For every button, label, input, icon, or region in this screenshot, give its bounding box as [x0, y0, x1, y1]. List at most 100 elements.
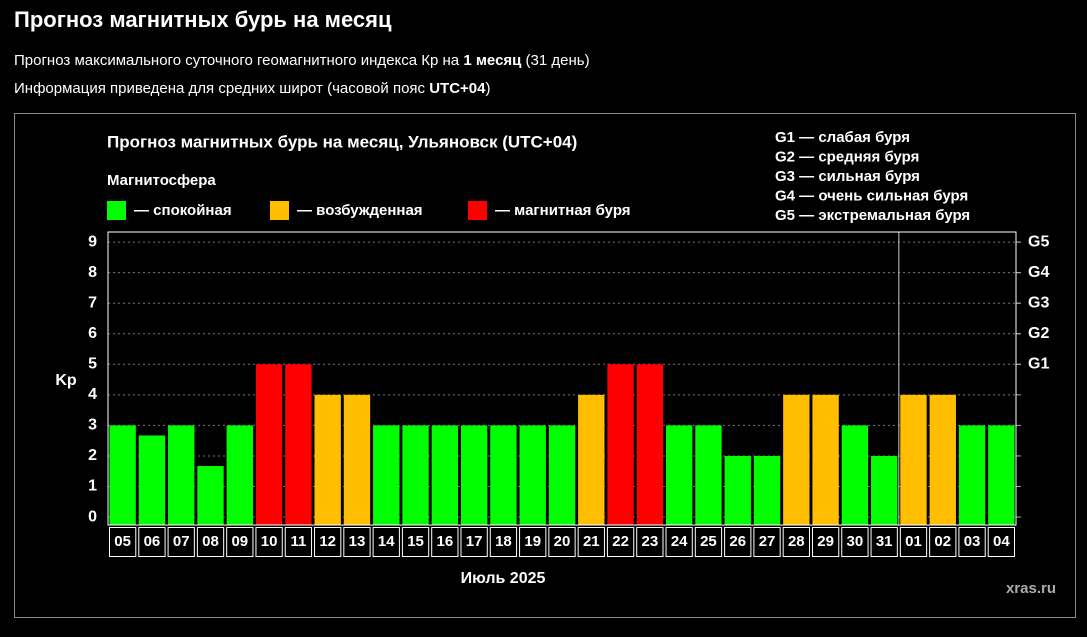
x-tick-label: 26	[729, 533, 746, 550]
x-tick-label: 05	[114, 533, 131, 550]
x-tick-label: 21	[583, 533, 600, 550]
x-tick-cell	[870, 527, 898, 557]
annotation: G5 — экстремальная буря	[775, 207, 970, 224]
x-tick-label: 31	[876, 533, 893, 550]
x-axis-label: Июль 2025	[461, 570, 546, 587]
y-tick-label: 7	[88, 294, 97, 311]
x-tick-label: 11	[290, 533, 306, 550]
legend-label: — магнитная буря	[495, 202, 631, 219]
x-tick-label: 01	[905, 533, 922, 550]
legend-swatch	[107, 201, 126, 220]
x-tick-cell	[196, 527, 225, 557]
legend-label: — спокойная	[134, 202, 232, 219]
x-tick-label: 22	[612, 533, 629, 550]
x-tick-label: 19	[524, 533, 541, 550]
bar	[841, 425, 869, 525]
x-tick-cell	[577, 527, 605, 557]
x-tick-label: 08	[202, 533, 219, 550]
legend-swatch	[468, 201, 487, 220]
bar	[958, 425, 986, 525]
bar	[490, 425, 517, 525]
x-tick-cell	[958, 527, 986, 557]
x-tick-cell	[343, 527, 371, 557]
bar	[373, 425, 400, 525]
x-tick-label: 28	[788, 533, 805, 550]
y-tick-label: 1	[88, 478, 97, 495]
text: Прогноз максимального суточного геомагни…	[14, 52, 463, 69]
x-tick-cell	[138, 527, 166, 557]
bar	[255, 364, 283, 525]
x-tick-label: 29	[817, 533, 834, 550]
x-tick-label: 09	[231, 533, 248, 550]
bar	[402, 425, 429, 525]
x-tick-label: 25	[700, 533, 717, 550]
x-tick-label: 23	[642, 533, 659, 550]
y2-tick-label: G5	[1028, 233, 1049, 250]
chart-frame	[14, 113, 1076, 618]
subtitle: Информация приведена для средних широт (…	[14, 80, 490, 97]
text: )	[485, 80, 490, 97]
bar	[431, 425, 459, 525]
x-tick-cell	[167, 527, 195, 557]
x-tick-label: 07	[173, 533, 190, 550]
bar	[343, 394, 371, 525]
y-tick-label: 0	[88, 508, 97, 525]
bar	[460, 425, 488, 525]
bar	[636, 364, 664, 525]
bar	[900, 394, 927, 525]
x-tick-label: 06	[144, 533, 161, 550]
text: Информация приведена для средних широт (…	[14, 80, 429, 97]
bar	[109, 425, 136, 525]
bar	[665, 425, 693, 525]
x-tick-cell	[109, 527, 137, 557]
x-tick-cell	[519, 527, 547, 557]
y-tick-label: 9	[88, 233, 97, 250]
x-tick-cell	[372, 527, 400, 557]
x-tick-cell	[255, 527, 283, 557]
x-tick-label: 02	[934, 533, 951, 550]
bar	[607, 364, 634, 525]
y2-tick-label: G4	[1028, 264, 1049, 281]
x-tick-label: 04	[993, 533, 1010, 550]
legend-swatch	[270, 201, 289, 220]
bar	[197, 466, 224, 525]
text: (31 день)	[521, 52, 589, 69]
x-tick-cell	[724, 527, 752, 557]
y2-tick-label: G1	[1028, 356, 1049, 373]
y2-tick-label: G2	[1028, 325, 1049, 342]
y-tick-label: 3	[88, 417, 97, 434]
bar	[812, 394, 839, 525]
x-tick-cell	[987, 527, 1015, 557]
x-tick-cell	[226, 527, 254, 557]
legend-title: Магнитосфера	[107, 172, 216, 189]
subtitle: Прогноз максимального суточного геомагни…	[14, 52, 590, 69]
x-tick-cell	[314, 527, 342, 557]
x-tick-label: 12	[319, 533, 336, 550]
x-tick-label: 16	[436, 533, 453, 550]
bar	[578, 394, 605, 525]
x-tick-label: 13	[349, 533, 366, 550]
x-tick-label: 15	[407, 533, 424, 550]
bar	[226, 425, 253, 525]
y-tick-label: 6	[88, 325, 97, 342]
y-axis-label: Kp	[55, 372, 77, 389]
page-title: Прогноз магнитных бурь на месяц	[14, 7, 392, 32]
plot-frame	[107, 231, 1017, 526]
bar	[724, 455, 751, 525]
x-tick-cell	[841, 527, 869, 557]
x-tick-label: 14	[378, 533, 395, 550]
y-tick-label: 5	[88, 356, 97, 373]
x-tick-cell	[431, 527, 459, 557]
x-tick-cell	[811, 527, 840, 557]
x-tick-cell	[753, 527, 781, 557]
x-tick-cell	[694, 527, 723, 557]
x-tick-label: 27	[759, 533, 776, 550]
bar	[753, 455, 781, 525]
bar	[783, 394, 810, 525]
annotation: G2 — средняя буря	[775, 148, 919, 165]
bar	[314, 394, 341, 525]
bar	[929, 394, 956, 525]
x-tick-cell	[782, 527, 810, 557]
x-tick-cell	[636, 527, 664, 557]
